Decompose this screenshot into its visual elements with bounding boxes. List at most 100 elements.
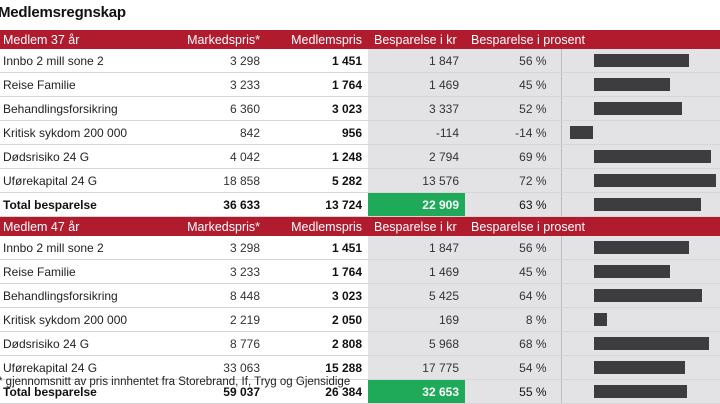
saving-kr: 1 847: [368, 236, 465, 260]
section-header: Medlem 47 år Markedspris* Medlemspris Bespa…: [0, 216, 720, 236]
saving-bar: [593, 337, 710, 350]
header-member-age: Medlem 37 år: [0, 30, 175, 49]
row-label: Kritisk sykdom 200 000: [0, 307, 175, 332]
row-label: Dødsrisiko 24 G: [0, 331, 175, 356]
market-price: 4 042: [175, 144, 266, 169]
table-row: Kritisk sykdom 200 000 842 956 -114 -14 %: [0, 120, 720, 145]
saving-pct: 64 %: [465, 283, 561, 308]
header-member-price: Medlemspris: [266, 216, 368, 236]
row-label: Kritisk sykdom 200 000: [0, 120, 175, 145]
saving-kr: 169: [368, 307, 465, 332]
table-row: Behandlingsforsikring 6 360 3 023 3 337 52 %: [0, 96, 720, 121]
member-price: 1 764: [266, 72, 368, 97]
saving-bar: [593, 241, 689, 254]
saving-bar: [593, 174, 716, 187]
saving-kr: 1 469: [368, 72, 465, 97]
member-price: 13 724: [266, 192, 368, 217]
saving-kr: 5 425: [368, 283, 465, 308]
saving-bar-cell: [560, 355, 720, 380]
saving-kr: 3 337: [368, 96, 465, 121]
saving-pct: 56 %: [465, 49, 561, 73]
market-price: 8 448: [175, 283, 266, 308]
saving-bar-cell: [560, 331, 720, 356]
member-price: 1 248: [266, 144, 368, 169]
source-note: * gjennomsnitt av pris innhentet fra Sto…: [0, 376, 351, 388]
saving-bar-cell: [560, 49, 720, 73]
saving-pct: -14 %: [465, 120, 561, 145]
saving-kr: 17 775: [368, 355, 465, 380]
table-row: Uførekapital 24 G 18 858 5 282 13 576 72 %: [0, 168, 720, 193]
total-row: Total besparelse 36 633 13 724 22 909 63 %: [0, 192, 720, 217]
saving-bar: [593, 150, 711, 163]
saving-pct: 56 %: [465, 236, 561, 260]
header-saving-pct: Besparelse i prosent: [465, 216, 720, 236]
row-label: Uførekapital 24 G: [0, 355, 175, 380]
saving-kr: -114: [368, 120, 465, 145]
saving-kr: 13 576: [368, 168, 465, 193]
saving-pct: 69 %: [465, 144, 561, 169]
header-market-price: Markedspris*: [175, 30, 266, 49]
saving-bar-cell: [560, 168, 720, 193]
table-row: Kritisk sykdom 200 000 2 219 2 050 169 8 %: [0, 307, 720, 332]
row-label: Innbo 2 mill sone 2: [0, 236, 175, 260]
section-header: Medlem 37 år Markedspris* Medlemspris Bespa…: [0, 30, 720, 49]
saving-bar-cell: [560, 144, 720, 169]
saving-pct: 54 %: [465, 355, 561, 380]
row-label: Innbo 2 mill sone 2: [0, 49, 175, 73]
member-price: 2 808: [266, 331, 368, 356]
table-row: Reise Familie 3 233 1 764 1 469 45 %: [0, 259, 720, 284]
saving-pct: 63 %: [465, 192, 561, 217]
table-row: Behandlingsforsikring 8 448 3 023 5 425 64 %: [0, 283, 720, 308]
member-price: 3 023: [266, 283, 368, 308]
saving-kr: 5 968: [368, 331, 465, 356]
member-price: 2 050: [266, 307, 368, 332]
market-price: 8 776: [175, 331, 266, 356]
market-price: 33 063: [175, 355, 266, 380]
market-price: 6 360: [175, 96, 266, 121]
saving-bar: [593, 265, 670, 278]
saving-bar-cell: [560, 307, 720, 332]
saving-bar: [593, 361, 686, 374]
market-price: 18 858: [175, 168, 266, 193]
market-price: 2 219: [175, 307, 266, 332]
row-label: Reise Familie: [0, 72, 175, 97]
saving-bar: [593, 289, 703, 302]
header-market-price: Markedspris*: [175, 216, 266, 236]
market-price: 3 298: [175, 49, 266, 73]
member-price: 5 282: [266, 168, 368, 193]
saving-bar-cell: [560, 96, 720, 121]
header-member-age: Medlem 47 år: [0, 216, 175, 236]
row-label: Uførekapital 24 G: [0, 168, 175, 193]
header-saving-kr: Besparelse i kr: [368, 216, 465, 236]
member-price: 15 288: [266, 355, 368, 380]
membership-table: Medlem 37 år Markedspris* Medlemspris Bespa…: [0, 30, 720, 404]
saving-bar-cell: [560, 72, 720, 97]
saving-kr: 1 469: [368, 259, 465, 284]
row-label: Behandlingsforsikring: [0, 283, 175, 308]
saving-bar-cell: [560, 259, 720, 284]
saving-pct: 45 %: [465, 259, 561, 284]
row-label: Behandlingsforsikring: [0, 96, 175, 121]
saving-kr: 1 847: [368, 49, 465, 73]
saving-bar-cell: [560, 192, 720, 217]
member-price: 1 764: [266, 259, 368, 284]
saving-pct: 8 %: [465, 307, 561, 332]
saving-bar: [593, 54, 689, 67]
row-label: Dødsrisiko 24 G: [0, 144, 175, 169]
saving-pct: 72 %: [465, 168, 561, 193]
header-saving-kr: Besparelse i kr: [368, 30, 465, 49]
saving-bar: [593, 78, 670, 91]
market-price: 36 633: [175, 192, 266, 217]
header-saving-pct: Besparelse i prosent: [465, 30, 720, 49]
market-price: 842: [175, 120, 266, 145]
saving-kr: 22 909: [368, 192, 465, 217]
market-price: 3 233: [175, 259, 266, 284]
saving-bar-cell: [560, 120, 720, 145]
saving-pct: 45 %: [465, 72, 561, 97]
saving-bar: [569, 126, 594, 139]
table-row: Uførekapital 24 G 33 063 15 288 17 775 54 %: [0, 355, 720, 380]
saving-bar: [593, 198, 701, 211]
